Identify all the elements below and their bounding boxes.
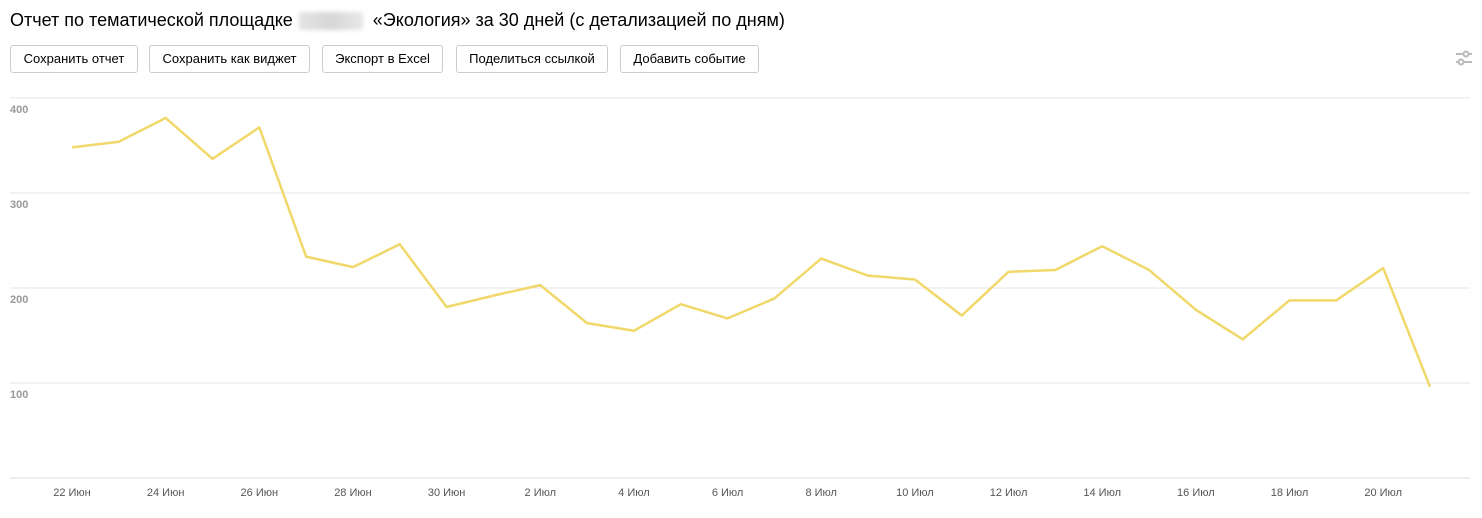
title-text: Отчет по тематической площадке: [10, 10, 293, 30]
x-tick-label: 30 Июн: [428, 487, 466, 499]
data-line: [71, 116, 1432, 388]
button[interactable]: Добавить событие: [620, 45, 759, 73]
y-tick-label: 100: [10, 389, 28, 401]
hidden-name: [298, 11, 363, 30]
y-tick-label: 300: [10, 199, 28, 211]
y-tick-label: 200: [10, 294, 28, 306]
title-text: «Экология» за 30 дней (с детализацией по…: [372, 10, 785, 30]
x-tick-label: 20 Июл: [1364, 487, 1402, 499]
report-title: Отчет по тематической площадке «Экология…: [10, 10, 785, 31]
button[interactable]: Поделиться ссылкой: [456, 45, 608, 73]
x-tick-label: 8 Июл: [805, 487, 837, 499]
x-tick-label: 26 Июн: [241, 487, 279, 499]
x-tick-label: 16 Июл: [1177, 487, 1215, 499]
x-tick-label: 28 Июн: [334, 487, 372, 499]
x-tick-label: 22 Июн: [53, 487, 91, 499]
x-tick-label: 14 Июл: [1083, 487, 1121, 499]
x-tick-label: 4 Июл: [618, 487, 650, 499]
x-tick-label: 18 Июл: [1271, 487, 1309, 499]
y-tick-label: 400: [10, 104, 28, 116]
x-tick-label: 10 Июл: [896, 487, 934, 499]
x-tick-label: 24 Июн: [147, 487, 185, 499]
x-tick-label: 6 Июл: [712, 487, 744, 499]
x-tick-label: 12 Июл: [990, 487, 1028, 499]
button[interactable]: Сохранить как виджет: [149, 45, 310, 73]
button[interactable]: Экспорт в Excel: [322, 45, 443, 73]
x-tick-label: 2 Июл: [525, 487, 557, 499]
button[interactable]: Сохранить отчет: [10, 45, 138, 73]
settings-icon[interactable]: [1456, 50, 1472, 66]
